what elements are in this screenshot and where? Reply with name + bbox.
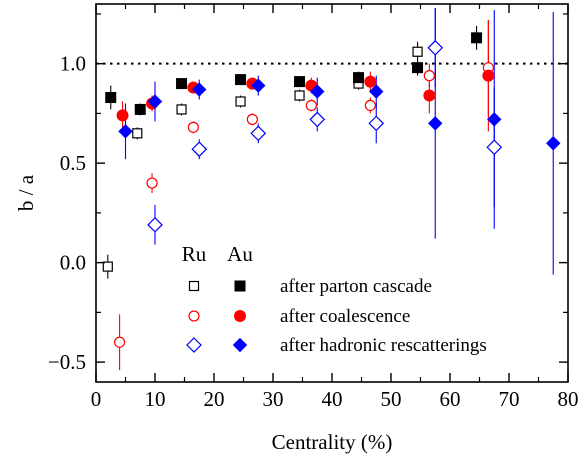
ru-after-hadronic-rescatterings-point	[486, 139, 503, 156]
au-after-parton-cascade-point	[294, 76, 306, 88]
ru-after-hadronic-rescatterings-point	[368, 115, 385, 132]
au-after-coalescence-point	[116, 109, 129, 122]
legend: Ru Au after parton cascade after coalesc…	[182, 242, 487, 356]
ru-after-parton-cascade-point	[294, 90, 305, 101]
legend-header-ru: Ru	[182, 242, 207, 266]
au-after-parton-cascade-point	[134, 103, 146, 115]
au-after-hadronic-rescatterings-point	[192, 82, 207, 97]
legend-marker-au-diamond	[232, 337, 248, 353]
ru-after-coalescence-point	[423, 70, 435, 82]
x-tick-label: 20	[204, 387, 225, 411]
legend-label-parton-cascade: after parton cascade	[280, 276, 432, 297]
au-after-hadronic-rescatterings-point	[118, 124, 133, 139]
au-after-hadronic-rescatterings-point	[487, 112, 502, 127]
legend-header-au: Au	[227, 242, 253, 266]
x-tick-label: 0	[91, 387, 102, 411]
y-tick-label: 0.0	[60, 251, 86, 275]
au-after-parton-cascade-point	[235, 74, 247, 86]
au-after-hadronic-rescatterings-point	[251, 78, 266, 93]
ru-after-hadronic-rescatterings-point	[250, 125, 267, 142]
au-after-parton-cascade-point	[412, 62, 424, 74]
ru-after-parton-cascade-point	[176, 104, 187, 115]
au-after-coalescence-point	[423, 89, 436, 102]
au-after-hadronic-rescatterings-point	[310, 84, 325, 99]
au-after-hadronic-rescatterings-point	[369, 84, 384, 99]
y-axis-label: b / a	[14, 174, 38, 211]
x-tick-label: 80	[558, 387, 578, 411]
x-tick-label: 70	[499, 387, 520, 411]
ru-after-coalescence-point	[305, 99, 317, 112]
y-tick-label: 0.5	[60, 151, 86, 175]
legend-marker-au-square	[234, 280, 246, 292]
au-after-parton-cascade-point	[471, 32, 483, 44]
au-after-parton-cascade-point	[176, 78, 188, 90]
ru-after-parton-cascade-point	[412, 46, 423, 57]
au-after-parton-cascade-point	[353, 72, 365, 84]
legend-marker-ru-diamond	[186, 337, 202, 353]
y-tick-label: 1.0	[60, 52, 86, 76]
legend-label-coalescence: after coalescence	[280, 306, 410, 327]
ru-after-parton-cascade-point	[132, 128, 143, 139]
y-tick-label: −0.5	[48, 350, 86, 374]
tick-labels: 0 10 20 30 40 50 60 70 80 −0.5 0.0 0.5 1.0	[48, 52, 578, 411]
plot-frame	[95, 3, 569, 383]
legend-markers	[186, 280, 248, 353]
ru-after-coalescence-point	[113, 336, 126, 348]
au-after-parton-cascade-point	[105, 92, 117, 104]
axis-ticks	[95, 4, 569, 382]
x-tick-label: 60	[440, 387, 461, 411]
ru-after-hadronic-rescatterings-point	[147, 216, 163, 233]
ru-after-parton-cascade-point	[235, 96, 246, 107]
x-axis-label: Centrality (%)	[272, 430, 393, 454]
au-after-coalescence-point	[482, 69, 495, 82]
x-tick-label: 40	[322, 387, 343, 411]
au-after-hadronic-rescatterings-point	[428, 116, 443, 131]
ru-after-coalescence-point	[146, 177, 158, 189]
ru-after-coalescence-point	[364, 99, 376, 112]
ru-after-hadronic-rescatterings-point	[427, 39, 444, 56]
legend-label-hadronic-rescatterings: after hadronic rescatterings	[280, 335, 487, 356]
au-after-hadronic-rescatterings-point	[546, 136, 561, 151]
ru-after-coalescence-point	[187, 121, 199, 133]
au-after-coalescence-point	[364, 75, 377, 88]
ru-after-parton-cascade-point	[102, 261, 113, 272]
legend-marker-ru-circle	[188, 310, 200, 322]
ru-after-hadronic-rescatterings-point	[191, 141, 208, 158]
x-tick-label: 30	[263, 387, 284, 411]
x-tick-label: 10	[145, 387, 166, 411]
legend-marker-ru-square	[188, 280, 200, 292]
ru-after-hadronic-rescatterings-point	[309, 111, 326, 128]
data-markers	[102, 32, 561, 348]
x-tick-label: 50	[381, 387, 402, 411]
au-after-hadronic-rescatterings-point	[147, 94, 163, 109]
legend-marker-au-circle	[234, 310, 246, 322]
ru-after-coalescence-point	[246, 113, 258, 125]
